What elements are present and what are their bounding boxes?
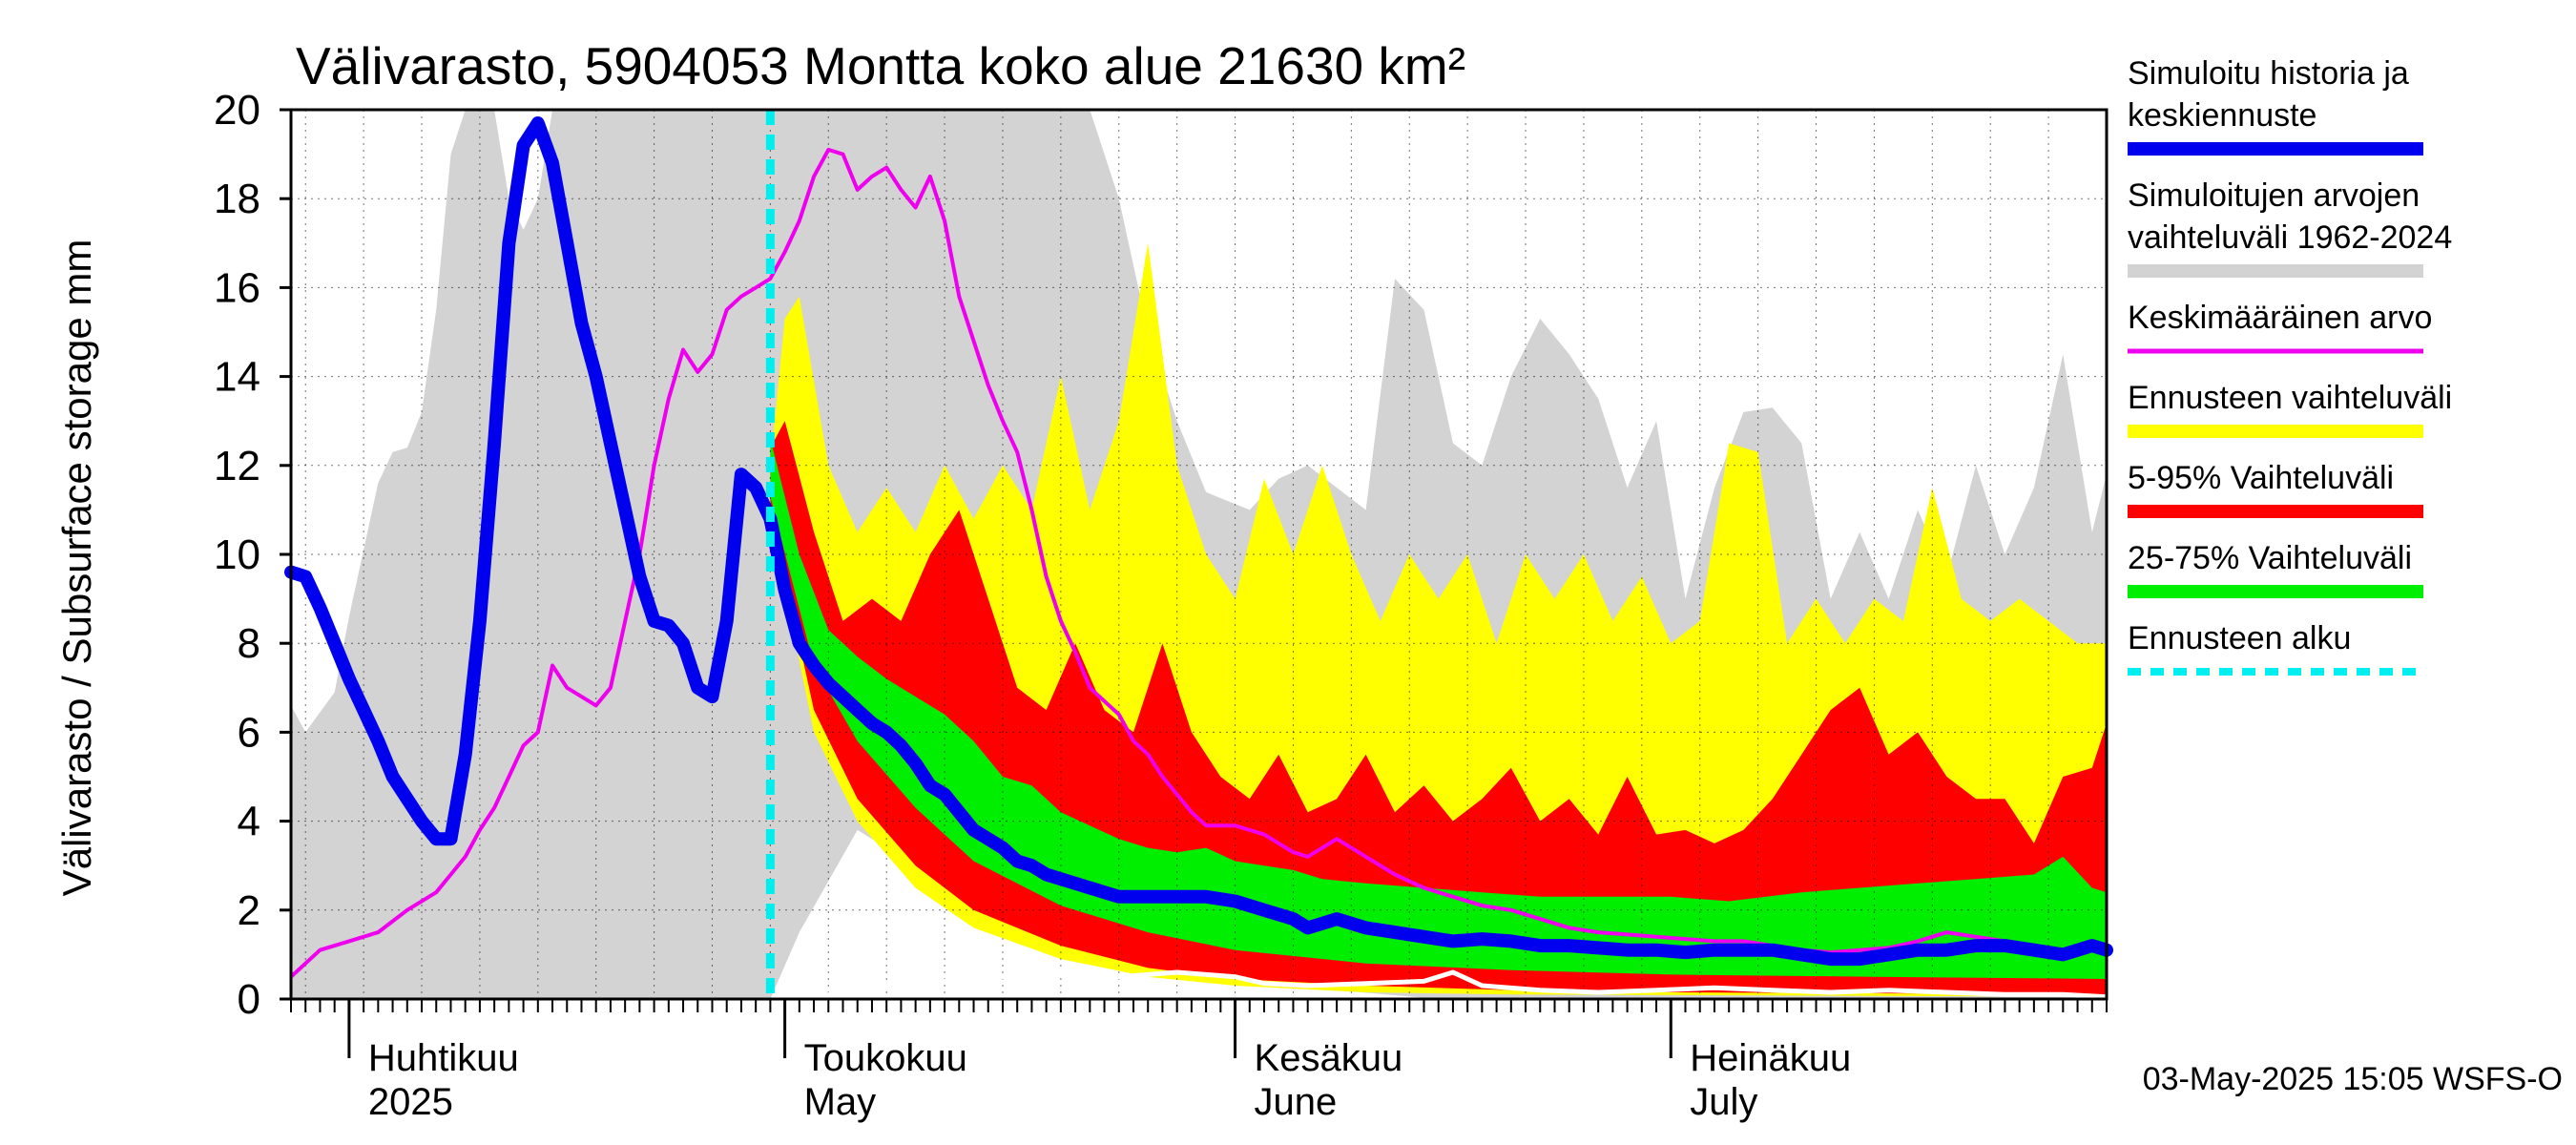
y-tick-label: 20 — [214, 87, 260, 134]
x-tick-label: 2025 — [368, 1081, 453, 1123]
x-tick-label: June — [1255, 1081, 1338, 1123]
legend-label: Ennusteen vaihteluväli — [2128, 380, 2452, 416]
x-tick-label: Huhtikuu — [368, 1037, 519, 1079]
y-tick-label: 18 — [214, 176, 260, 222]
legend-label: 5-95% Vaihteluväli — [2128, 460, 2394, 496]
p25-75-band — [770, 438, 2107, 979]
x-tick-label: Toukokuu — [804, 1037, 967, 1079]
legend-label: vaihteluväli 1962-2024 — [2128, 219, 2452, 256]
white-series-line — [827, 969, 2108, 1000]
y-axis-label: Välivarasto / Subsurface storage mm — [54, 239, 99, 897]
plot-area — [291, 110, 2107, 999]
legend: Simuloitu historia ja keskiennuste Simuloi… — [2128, 55, 2452, 676]
gridlines — [291, 109, 2107, 999]
mean-line — [289, 147, 2108, 979]
chart-title: Välivarasto, 5904053 Montta koko alue 21… — [296, 36, 1465, 95]
x-tick-label: May — [804, 1081, 877, 1123]
timestamp-label: 03-May-2025 15:05 WSFS-O — [2143, 1061, 2563, 1097]
legend-label: Simuloitu historia ja — [2128, 55, 2409, 92]
y-tick-label: 8 — [238, 620, 260, 667]
series-lines — [284, 110, 2113, 1000]
legend-label: keskiennuste — [2128, 97, 2316, 134]
y-tick-label: 6 — [238, 709, 260, 756]
x-tick-label: Kesäkuu — [1255, 1037, 1403, 1079]
legend-label: Simuloitujen arvojen — [2128, 177, 2420, 214]
legend-label: 25-75% Vaihteluväli — [2128, 540, 2412, 576]
x-tick-label: Heinäkuu — [1690, 1037, 1851, 1079]
y-tick-label: 12 — [214, 443, 260, 489]
y-tick-label: 4 — [238, 799, 260, 845]
y-tick-label: 10 — [214, 531, 260, 578]
legend-label: Keskimääräinen arvo — [2128, 300, 2432, 336]
history-forecast-line — [284, 116, 2113, 967]
legend-label: Ennusteen alku — [2128, 620, 2351, 656]
y-tick-label: 0 — [238, 976, 260, 1023]
x-tick-label: July — [1690, 1081, 1757, 1123]
y-tick-label: 14 — [214, 354, 260, 401]
y-tick-label: 16 — [214, 264, 260, 311]
y-ticks: 0 2 4 6 8 10 12 14 16 18 20 — [214, 87, 291, 1023]
y-tick-label: 2 — [238, 887, 260, 934]
